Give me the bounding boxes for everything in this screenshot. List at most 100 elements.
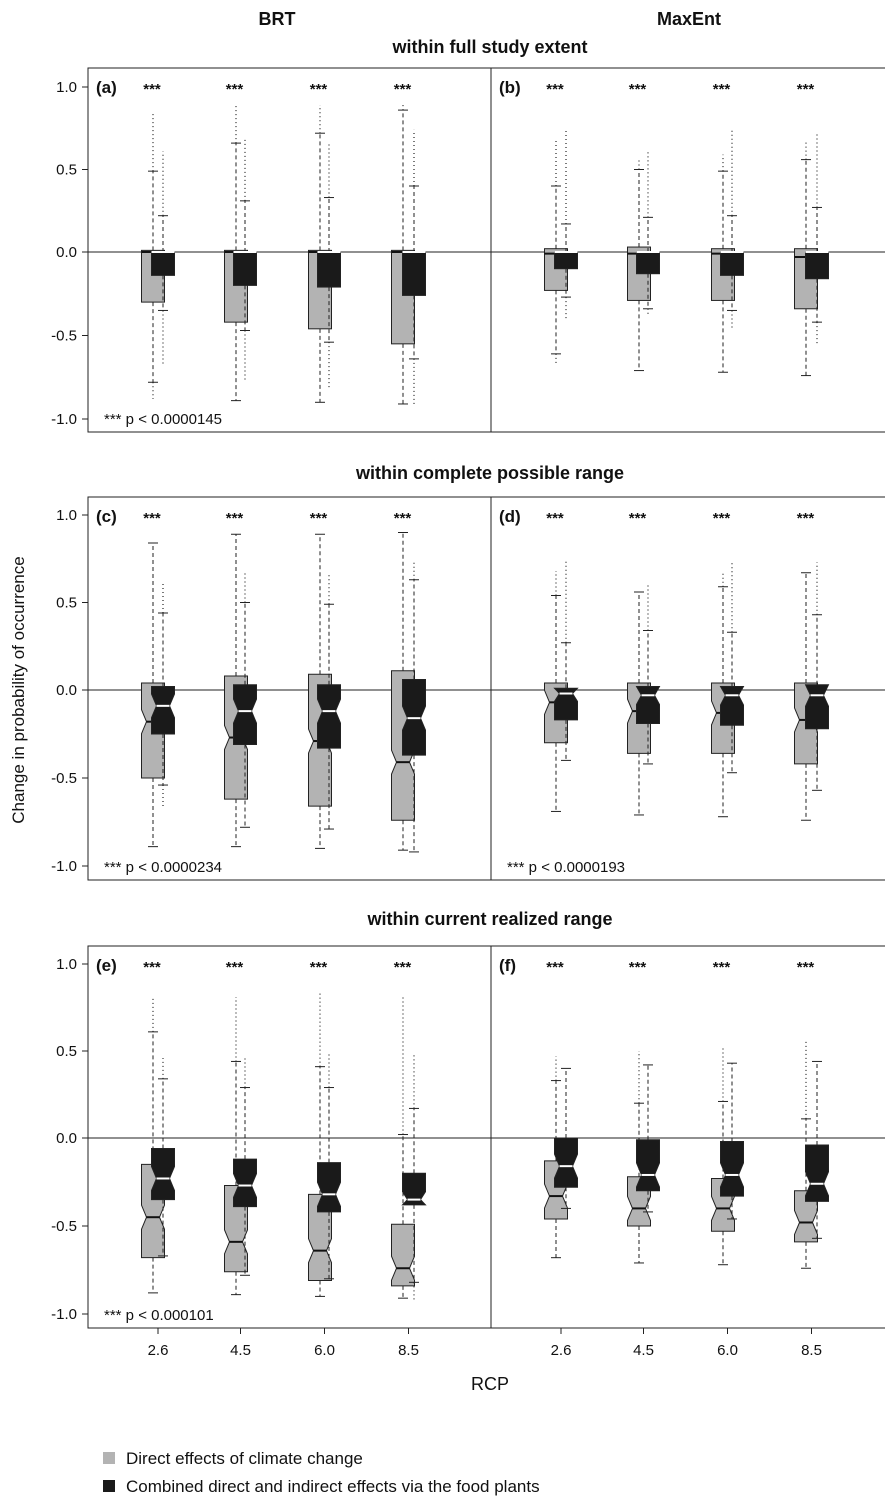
panel-frame	[490, 496, 885, 881]
box-combined-2.6	[151, 583, 175, 808]
panel-f: (f) 2.6 4.5 6.0 8.5 *** *** *** ***	[490, 945, 885, 1359]
panel-e: (e) *** p < 0.000101 1.0 0.5 0.0 -0.5 -1.0 2.6 4…	[51, 945, 492, 1359]
y-tick-label: -1.0	[51, 1306, 77, 1323]
significance-marker: ***	[546, 81, 564, 98]
box-body	[804, 684, 830, 730]
significance-marker: ***	[143, 81, 161, 98]
significance-marker: ***	[797, 959, 815, 976]
y-tick-label: 0.5	[56, 1043, 77, 1060]
box-combined-2.6	[553, 558, 579, 761]
panel-frame	[87, 945, 492, 1329]
box-body	[554, 251, 578, 270]
box-combined-8.5	[805, 1060, 829, 1239]
significance-marker: ***	[143, 959, 161, 976]
x-tick-label: 4.5	[230, 1342, 251, 1359]
y-tick-label: 0.0	[56, 1130, 77, 1147]
box-body	[719, 686, 745, 726]
box-body	[151, 251, 175, 276]
box-body	[402, 251, 426, 296]
x-tick-label: 6.0	[717, 1342, 738, 1359]
box-combined-8.5	[804, 562, 830, 791]
box-direct-4.5	[224, 997, 248, 1296]
x-tick-label: 8.5	[398, 1342, 419, 1359]
legend-label-direct: Direct effects of climate change	[126, 1449, 363, 1468]
panel-label: (e)	[96, 956, 117, 975]
row-title-possible-range: within complete possible range	[355, 463, 624, 483]
box-direct-6.0	[308, 993, 332, 1297]
box-body	[401, 1172, 427, 1206]
y-tick-label: 1.0	[56, 79, 77, 96]
column-title-brt: BRT	[259, 9, 296, 29]
x-tick-label: 6.0	[314, 1342, 335, 1359]
significance-marker: ***	[713, 510, 731, 527]
box-combined-8.5	[805, 131, 829, 346]
significance-marker: ***	[629, 510, 647, 527]
panel-label: (c)	[96, 507, 117, 526]
x-tick-label: 2.6	[148, 1342, 169, 1359]
box-body	[151, 686, 175, 735]
y-tick-label: -0.5	[51, 328, 77, 345]
box-combined-4.5	[233, 571, 257, 828]
box-combined-6.0	[317, 1054, 341, 1280]
box-body	[554, 1137, 578, 1188]
significance-marker: ***	[310, 510, 328, 527]
box-combined-6.0	[720, 1062, 744, 1220]
box-body	[308, 1193, 332, 1282]
box-combined-2.6	[554, 128, 578, 321]
y-tick-label: 0.5	[56, 162, 77, 179]
panel-b: (b) *** *** *** ***	[490, 67, 885, 433]
box-body	[805, 1144, 829, 1202]
box-combined-4.5	[636, 1064, 660, 1213]
y-tick-label: -0.5	[51, 1218, 77, 1235]
box-body	[391, 1223, 415, 1287]
box-combined-6.0	[317, 143, 341, 388]
y-tick-label: -0.5	[51, 770, 77, 787]
significance-marker: ***	[226, 81, 244, 98]
significance-marker: ***	[546, 510, 564, 527]
y-axis-label: Change in probability of occurrence	[9, 556, 28, 823]
significance-marker: ***	[394, 959, 412, 976]
box-combined-2.6	[151, 1057, 175, 1257]
panel-label: (d)	[499, 507, 521, 526]
x-axis-label: RCP	[471, 1374, 509, 1394]
box-combined-6.0	[720, 129, 744, 329]
significance-marker: ***	[546, 959, 564, 976]
box-body	[636, 1139, 660, 1192]
box-direct-8.5	[391, 995, 415, 1299]
panel-label: (a)	[96, 78, 117, 97]
x-tick-label: 4.5	[633, 1342, 654, 1359]
box-body	[233, 1158, 257, 1208]
box-body	[720, 1141, 744, 1197]
panel-d: (d) *** p < 0.0000193 *** *** *** ***	[490, 496, 885, 881]
legend-label-combined: Combined direct and indirect effects via…	[126, 1477, 540, 1496]
significance-marker: ***	[797, 81, 815, 98]
panel-label: (f)	[499, 956, 516, 975]
box-combined-8.5	[402, 560, 426, 853]
y-tick-label: -1.0	[51, 858, 77, 875]
box-combined-4.5	[636, 151, 660, 316]
box-body	[317, 251, 341, 288]
x-tick-label: 2.6	[551, 1342, 572, 1359]
row-title-realized-range: within current realized range	[366, 909, 612, 929]
significance-marker: ***	[310, 959, 328, 976]
significance-marker: ***	[310, 81, 328, 98]
panel-frame	[490, 67, 885, 433]
column-title-maxent: MaxEnt	[657, 9, 721, 29]
p-value-note: *** p < 0.0000234	[104, 859, 222, 876]
significance-marker: ***	[629, 81, 647, 98]
panel-a: (a) *** p < 0.0000145 1.0 0.5 0.0 -0.5 -1.0 ***…	[51, 67, 492, 433]
significance-marker: ***	[226, 959, 244, 976]
box-body	[720, 251, 744, 276]
box-combined-2.6	[554, 1067, 578, 1209]
box-body	[805, 251, 829, 280]
y-tick-label: 0.0	[56, 244, 77, 261]
x-tick-label: 8.5	[801, 1342, 822, 1359]
box-direct-2.6	[141, 998, 165, 1294]
box-body	[151, 1148, 175, 1201]
box-combined-4.5	[233, 139, 257, 383]
box-combined-6.0	[317, 574, 341, 830]
significance-marker: ***	[394, 510, 412, 527]
box-body	[317, 684, 341, 749]
box-combined-8.5	[401, 1054, 427, 1300]
